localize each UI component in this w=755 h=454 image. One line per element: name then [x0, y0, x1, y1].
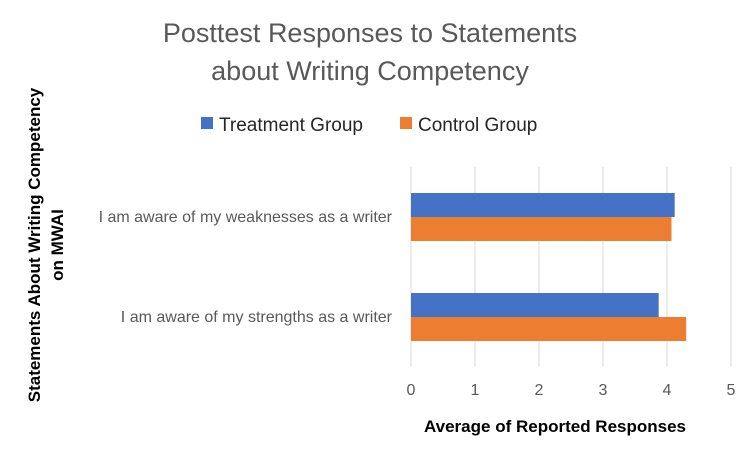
y-axis-title-line-1: Statements About Writing Competency [25, 87, 44, 402]
chart-title-line-1: Posttest Responses to Statements [163, 18, 577, 48]
x-axis-title: Average of Reported Responses [424, 417, 686, 436]
y-axis-title-line-2: on MWAI [48, 209, 67, 281]
bar-1-1 [411, 317, 687, 341]
bar-1-0 [411, 217, 672, 241]
x-axis-ticks: 0 1 2 3 4 5 [407, 382, 736, 399]
x-tick-label: 0 [407, 382, 416, 399]
bar-0-1 [411, 293, 659, 317]
x-tick-label: 5 [727, 382, 736, 399]
category-label: I am aware of my weaknesses as a writer [99, 209, 393, 226]
legend-label-1: Control Group [418, 115, 537, 136]
chart-title: Posttest Responses to Statements about W… [163, 18, 577, 86]
bars [411, 193, 687, 341]
y-axis-title: Statements About Writing Competency on M… [25, 87, 67, 402]
x-tick-label: 1 [471, 382, 480, 399]
x-tick-label: 2 [535, 382, 544, 399]
x-tick-label: 3 [599, 382, 608, 399]
category-label: I am aware of my strengths as a writer [121, 309, 393, 326]
legend: Treatment Group Control Group [201, 115, 537, 136]
legend-swatch-0 [201, 117, 213, 129]
chart-title-line-2: about Writing Competency [211, 56, 529, 86]
x-tick-label: 4 [663, 382, 672, 399]
legend-label-0: Treatment Group [219, 115, 363, 136]
category-labels: I am aware of my weaknesses as a writer I… [99, 209, 393, 326]
legend-swatch-1 [400, 117, 412, 129]
bar-0-0 [411, 193, 675, 217]
